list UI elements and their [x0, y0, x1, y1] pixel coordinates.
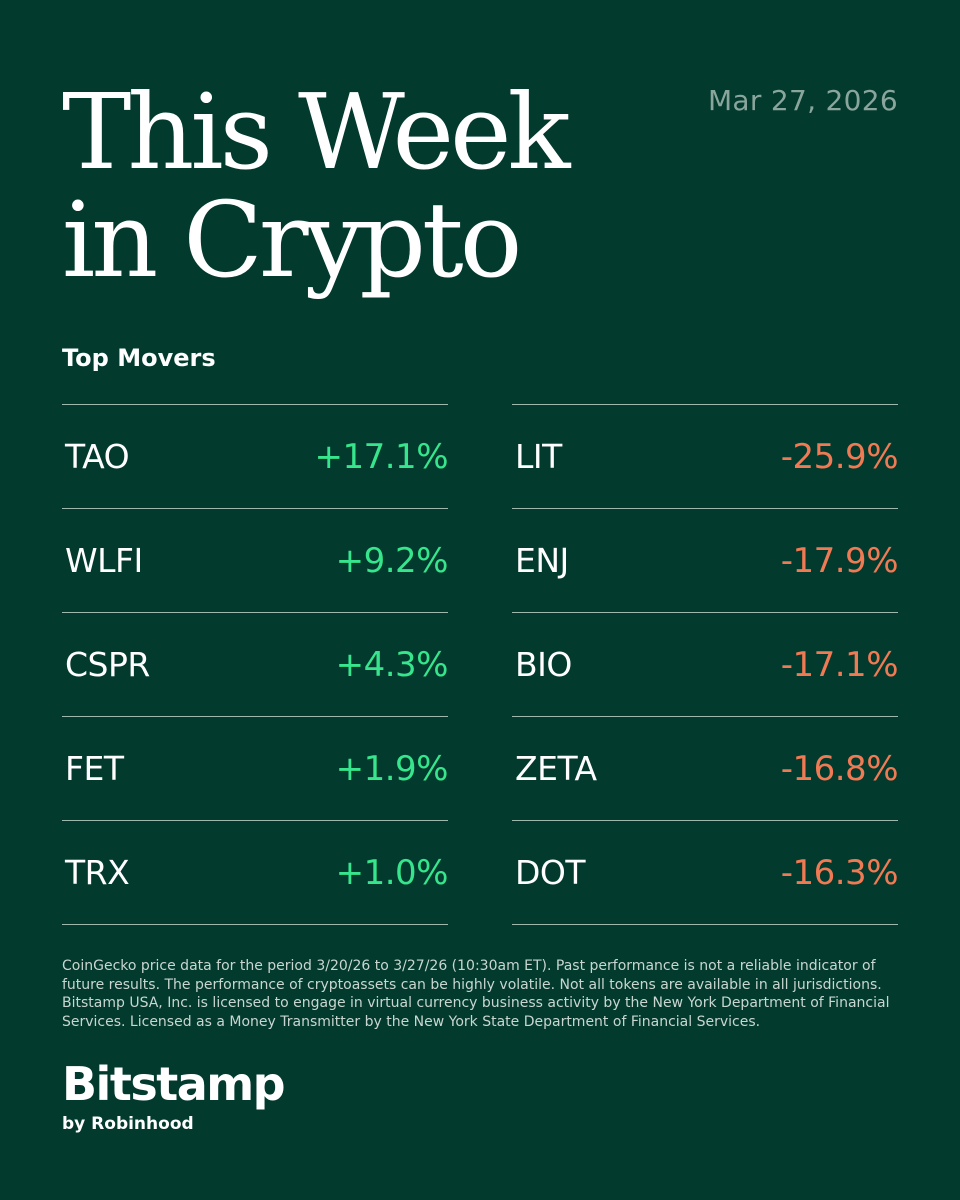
- price-change-negative: -16.8%: [780, 748, 899, 789]
- gainers-list: TAO +17.1% WLFI +9.2% CSPR +4.3% FET +1.…: [62, 404, 449, 925]
- list-item-gainer: TRX +1.0%: [62, 821, 449, 925]
- title-line-1: This Week: [62, 71, 571, 193]
- disclaimer-text: CoinGecko price data for the period 3/20…: [62, 958, 890, 1030]
- title-line-2: in Crypto: [62, 179, 522, 301]
- token-symbol: ZETA: [515, 749, 597, 788]
- losers-list: LIT -25.9% ENJ -17.9% BIO -17.1% ZETA -1…: [512, 404, 899, 925]
- list-item-gainer: FET +1.9%: [62, 717, 449, 821]
- section-label-top-movers: Top Movers: [62, 344, 216, 372]
- list-item-loser: LIT -25.9%: [512, 405, 899, 509]
- price-change-negative: -16.3%: [780, 852, 899, 893]
- logo-tagline: by Robinhood: [62, 1114, 194, 1134]
- list-item-gainer: TAO +17.1%: [62, 405, 448, 509]
- list-item-loser: ZETA -16.8%: [512, 717, 899, 821]
- bitstamp-logo: Bitstamp by Robinhood: [62, 1057, 286, 1134]
- token-symbol: WLFI: [65, 541, 143, 580]
- list-item-loser: DOT -16.3%: [512, 821, 899, 925]
- price-change-positive: +17.1%: [314, 436, 449, 477]
- list-item-gainer: CSPR +4.3%: [62, 613, 449, 717]
- token-symbol: BIO: [515, 645, 572, 684]
- token-symbol: ENJ: [515, 541, 569, 580]
- price-change-positive: +1.0%: [335, 852, 449, 893]
- token-symbol: DOT: [515, 853, 586, 892]
- page-title: This Week in Crypto: [62, 71, 571, 301]
- price-change-positive: +1.9%: [335, 748, 449, 789]
- token-symbol: TRX: [65, 853, 130, 892]
- token-symbol: LIT: [515, 437, 562, 476]
- price-change-negative: -17.9%: [780, 540, 899, 581]
- price-change-negative: -17.1%: [780, 644, 899, 685]
- token-symbol: TAO: [65, 437, 130, 476]
- price-change-negative: -25.9%: [780, 436, 899, 477]
- token-symbol: CSPR: [65, 645, 150, 684]
- price-change-positive: +4.3%: [335, 644, 449, 685]
- logo-wordmark: Bitstamp: [62, 1057, 286, 1111]
- list-item-gainer: WLFI +9.2%: [62, 509, 449, 613]
- token-symbol: FET: [65, 749, 124, 788]
- list-item-loser: ENJ -17.9%: [512, 509, 899, 613]
- list-item-loser: BIO -17.1%: [512, 613, 899, 717]
- report-date: Mar 27, 2026: [707, 84, 898, 117]
- price-change-positive: +9.2%: [335, 540, 449, 581]
